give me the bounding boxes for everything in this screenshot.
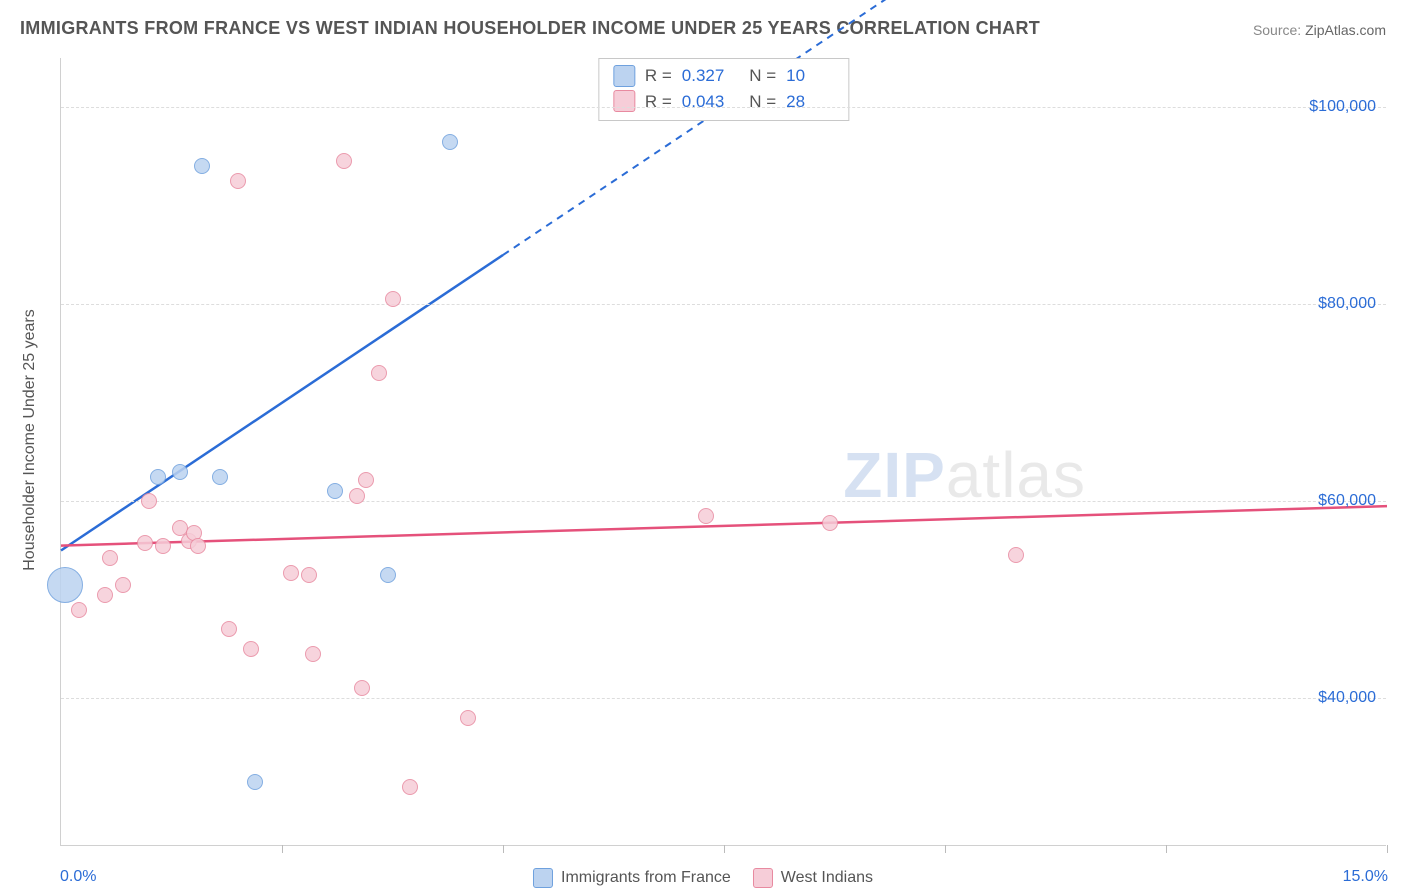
- legend-label: Immigrants from France: [561, 869, 731, 887]
- y-tick-label: $80,000: [1318, 295, 1376, 313]
- data-point: [247, 774, 263, 790]
- series-legend: Immigrants from France West Indians: [533, 868, 873, 888]
- legend-item: Immigrants from France: [533, 868, 731, 888]
- gridline: [61, 304, 1386, 305]
- gridline: [61, 698, 1386, 699]
- gridline: [61, 501, 1386, 502]
- data-point: [137, 535, 153, 551]
- source-label: Source:: [1253, 22, 1301, 38]
- stat-r-label: R =: [645, 89, 672, 115]
- y-tick-label: $100,000: [1309, 98, 1376, 116]
- data-point: [221, 621, 237, 637]
- watermark-atlas: atlas: [946, 439, 1086, 511]
- data-point: [47, 567, 83, 603]
- data-point: [172, 464, 188, 480]
- x-axis-min-label: 0.0%: [60, 868, 96, 886]
- x-tick: [1166, 845, 1167, 853]
- source-value: ZipAtlas.com: [1305, 22, 1386, 38]
- legend-swatch: [753, 868, 773, 888]
- gridline: [61, 107, 1386, 108]
- legend-swatch: [613, 90, 635, 112]
- data-point: [460, 710, 476, 726]
- chart-title: IMMIGRANTS FROM FRANCE VS WEST INDIAN HO…: [20, 18, 1040, 39]
- data-point: [402, 779, 418, 795]
- x-tick: [945, 845, 946, 853]
- x-tick: [1387, 845, 1388, 853]
- data-point: [822, 515, 838, 531]
- stats-row: R = 0.043 N = 28: [613, 89, 834, 115]
- data-point: [327, 483, 343, 499]
- data-point: [194, 158, 210, 174]
- data-point: [102, 550, 118, 566]
- stat-r-value: 0.327: [682, 63, 730, 89]
- stat-n-label: N =: [740, 63, 776, 89]
- data-point: [155, 538, 171, 554]
- legend-label: West Indians: [781, 869, 873, 887]
- data-point: [301, 567, 317, 583]
- watermark-zip: ZIP: [843, 439, 946, 511]
- stat-r-value: 0.043: [682, 89, 730, 115]
- data-point: [442, 134, 458, 150]
- data-point: [230, 173, 246, 189]
- legend-item: West Indians: [753, 868, 873, 888]
- data-point: [380, 567, 396, 583]
- data-point: [71, 602, 87, 618]
- x-tick: [282, 845, 283, 853]
- stat-r-label: R =: [645, 63, 672, 89]
- data-point: [150, 469, 166, 485]
- data-point: [212, 469, 228, 485]
- x-tick: [724, 845, 725, 853]
- data-point: [190, 538, 206, 554]
- plot-area: R = 0.327 N = 10 R = 0.043 N = 28 ZIPatlas $4…: [60, 58, 1386, 846]
- data-point: [283, 565, 299, 581]
- data-point: [97, 587, 113, 603]
- data-point: [385, 291, 401, 307]
- data-point: [698, 508, 714, 524]
- correlation-stats-box: R = 0.327 N = 10 R = 0.043 N = 28: [598, 58, 849, 121]
- y-axis-label: Householder Income Under 25 years: [21, 309, 39, 570]
- stats-row: R = 0.327 N = 10: [613, 63, 834, 89]
- trend-lines-layer: [61, 58, 1386, 845]
- data-point: [141, 493, 157, 509]
- data-point: [336, 153, 352, 169]
- stat-n-value: 10: [786, 63, 834, 89]
- source-credit: Source: ZipAtlas.com: [1253, 22, 1386, 38]
- data-point: [1008, 547, 1024, 563]
- data-point: [115, 577, 131, 593]
- y-tick-label: $60,000: [1318, 492, 1376, 510]
- data-point: [358, 472, 374, 488]
- legend-swatch: [613, 65, 635, 87]
- x-axis-max-label: 15.0%: [1343, 868, 1388, 886]
- stat-n-value: 28: [786, 89, 834, 115]
- y-tick-label: $40,000: [1318, 689, 1376, 707]
- stat-n-label: N =: [740, 89, 776, 115]
- data-point: [349, 488, 365, 504]
- data-point: [243, 641, 259, 657]
- x-tick: [503, 845, 504, 853]
- legend-swatch: [533, 868, 553, 888]
- data-point: [371, 365, 387, 381]
- data-point: [354, 680, 370, 696]
- data-point: [305, 646, 321, 662]
